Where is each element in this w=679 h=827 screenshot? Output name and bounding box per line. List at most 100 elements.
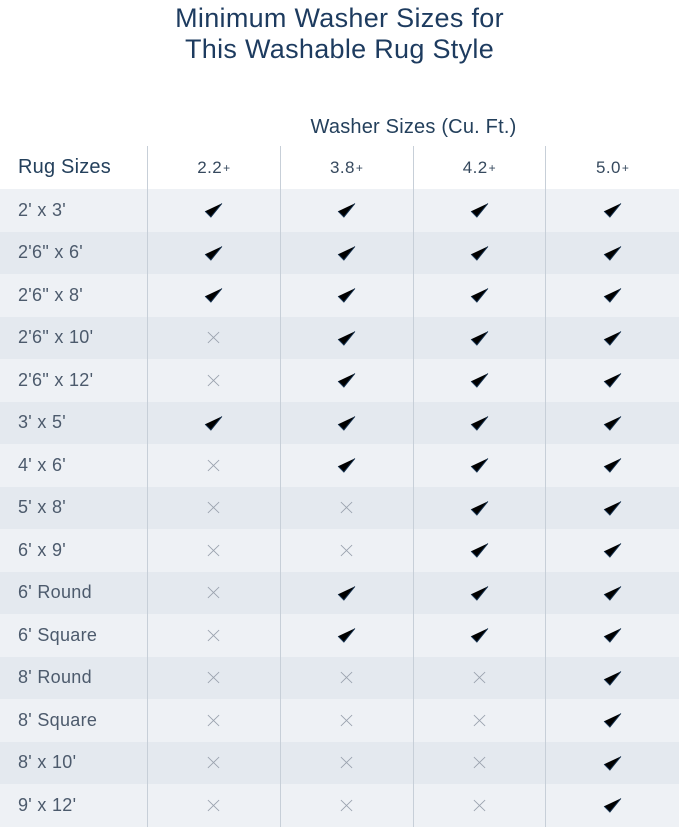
- x-icon: [336, 540, 357, 561]
- check-icon: [466, 538, 493, 562]
- rug-size-label: 8' Round: [0, 656, 148, 699]
- table-cell: [148, 274, 281, 317]
- table-row: 8' Round: [0, 656, 679, 700]
- table-cell: [281, 784, 414, 827]
- x-icon: [203, 497, 224, 518]
- check-icon: [599, 496, 626, 520]
- check-icon: [333, 198, 360, 222]
- table-cell: [546, 742, 679, 785]
- table-cell: [546, 359, 679, 402]
- check-icon: [466, 283, 493, 307]
- table-cell: [281, 571, 414, 614]
- check-icon: [333, 581, 360, 605]
- check-icon: [466, 198, 493, 222]
- table-cell: [281, 189, 414, 232]
- table-cell: [281, 401, 414, 444]
- x-icon: [203, 667, 224, 688]
- table-cell: [281, 359, 414, 402]
- check-icon: [599, 666, 626, 690]
- table-row: 9' x 12': [0, 784, 679, 827]
- x-icon: [203, 370, 224, 391]
- table-cell: [281, 486, 414, 529]
- table-cell: [546, 189, 679, 232]
- rug-size-label: 4' x 6': [0, 444, 148, 487]
- table-cell: [281, 274, 414, 317]
- column-header-4-2: 4.2 +: [414, 146, 547, 189]
- x-icon: [336, 752, 357, 773]
- table-cell: [546, 232, 679, 275]
- table-cell: [414, 189, 547, 232]
- table-cell: [546, 529, 679, 572]
- rug-size-label: 2'6" x 12': [0, 359, 148, 402]
- table-cell: [546, 572, 679, 615]
- table-cell: [148, 444, 281, 487]
- table-cell: [546, 444, 679, 487]
- check-icon: [466, 411, 493, 435]
- table-row: 6' Square: [0, 614, 679, 657]
- page-title-line1: Minimum Washer Sizes for: [175, 3, 504, 33]
- check-icon: [466, 623, 493, 647]
- check-icon: [333, 368, 360, 392]
- table-cell: [546, 699, 679, 742]
- rug-size-label: 2'6" x 10': [0, 316, 148, 359]
- table-cell: [148, 614, 281, 657]
- rug-size-label: 2'6" x 8': [0, 274, 148, 317]
- table-cell: [414, 401, 547, 444]
- table-cell: [148, 401, 281, 444]
- table-cell: [148, 699, 281, 742]
- check-icon: [466, 368, 493, 392]
- table-cell: [414, 741, 547, 784]
- table-body: 2' x 3' 2'6" x 6' 2'6" x 8' 2'6" x 10' 2…: [0, 189, 679, 827]
- table-cell: [546, 487, 679, 530]
- x-icon: [203, 327, 224, 348]
- x-icon: [203, 625, 224, 646]
- check-icon: [599, 326, 626, 350]
- x-icon: [336, 667, 357, 688]
- check-icon: [200, 198, 227, 222]
- check-icon: [333, 326, 360, 350]
- rug-size-label: 8' x 10': [0, 741, 148, 784]
- rug-size-label: 6' x 9': [0, 529, 148, 572]
- column-header-2-2: 2.2 +: [148, 146, 281, 189]
- table-row: 2'6" x 8': [0, 274, 679, 317]
- rug-size-label: 9' x 12': [0, 784, 148, 827]
- table-row: 3' x 5': [0, 401, 679, 444]
- x-icon: [469, 795, 490, 816]
- rug-size-label: 5' x 8': [0, 486, 148, 529]
- rug-size-label: 6' Square: [0, 614, 148, 657]
- table-cell: [148, 656, 281, 699]
- table-cell: [281, 316, 414, 359]
- check-icon: [599, 283, 626, 307]
- table-cell: [281, 741, 414, 784]
- x-icon: [336, 497, 357, 518]
- table-cell: [414, 784, 547, 827]
- table-cell: [148, 189, 281, 232]
- rug-sizes-header: Rug Sizes: [0, 146, 148, 189]
- check-icon: [333, 411, 360, 435]
- x-icon: [203, 455, 224, 476]
- table-row: 2' x 3': [0, 189, 679, 232]
- check-icon: [599, 623, 626, 647]
- check-icon: [599, 198, 626, 222]
- x-icon: [336, 710, 357, 731]
- table-cell: [546, 657, 679, 700]
- column-header-5-0: 5.0 +: [595, 157, 630, 177]
- table-cell: [546, 614, 679, 657]
- check-icon: [466, 453, 493, 477]
- table-cell: [414, 529, 547, 572]
- rug-size-label: 2'6" x 6': [0, 231, 148, 274]
- check-icon: [599, 751, 626, 775]
- table-row: 2'6" x 10': [0, 316, 679, 359]
- table-row: 4' x 6': [0, 444, 679, 487]
- table-cell: [414, 486, 547, 529]
- x-icon: [203, 582, 224, 603]
- table-cell: [148, 529, 281, 572]
- table-cell: [546, 784, 679, 827]
- table-row: 5' x 8': [0, 486, 679, 530]
- table-cell: [414, 699, 547, 742]
- table-cell: [281, 656, 414, 699]
- check-icon: [466, 496, 493, 520]
- column-header-3-8: 3.8 +: [281, 146, 414, 189]
- check-icon: [599, 708, 626, 732]
